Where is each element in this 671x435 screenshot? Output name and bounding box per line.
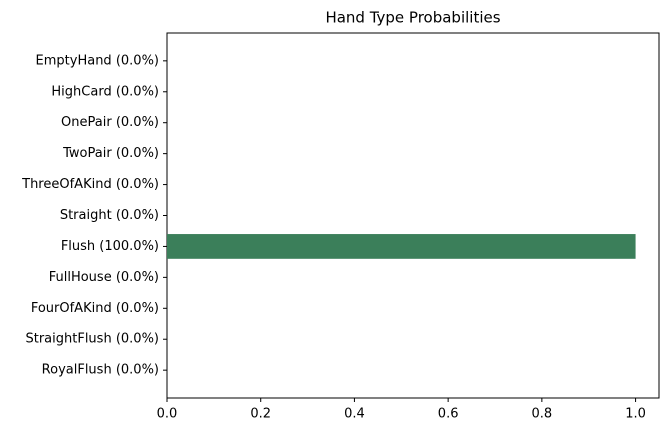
x-tick-label: 0.0 [157,407,178,422]
y-tick-label: FourOfAKind (0.0%) [31,301,159,316]
x-tick-label: 0.6 [438,407,459,422]
y-tick-label: OnePair (0.0%) [61,115,159,130]
y-tick-label: HighCard (0.0%) [51,84,159,99]
y-tick-label: ThreeOfAKind (0.0%) [21,177,159,192]
chart-title: Hand Type Probabilities [325,9,500,27]
x-tick-label: 1.0 [625,407,646,422]
y-tick-label: RoyalFlush (0.0%) [42,363,159,378]
y-tick-label: StraightFlush (0.0%) [25,332,159,347]
y-tick-label: EmptyHand (0.0%) [36,53,159,68]
x-tick-label: 0.8 [532,407,553,422]
y-tick-label: TwoPair (0.0%) [62,146,159,161]
plot-frame [166,32,660,399]
y-tick-label: Flush (100.0%) [61,239,159,254]
y-tick-label: FullHouse (0.0%) [49,270,159,285]
x-tick-label: 0.4 [344,407,365,422]
y-tick-label: Straight (0.0%) [60,208,159,223]
x-tick-label: 0.2 [250,407,271,422]
bar [167,234,636,259]
